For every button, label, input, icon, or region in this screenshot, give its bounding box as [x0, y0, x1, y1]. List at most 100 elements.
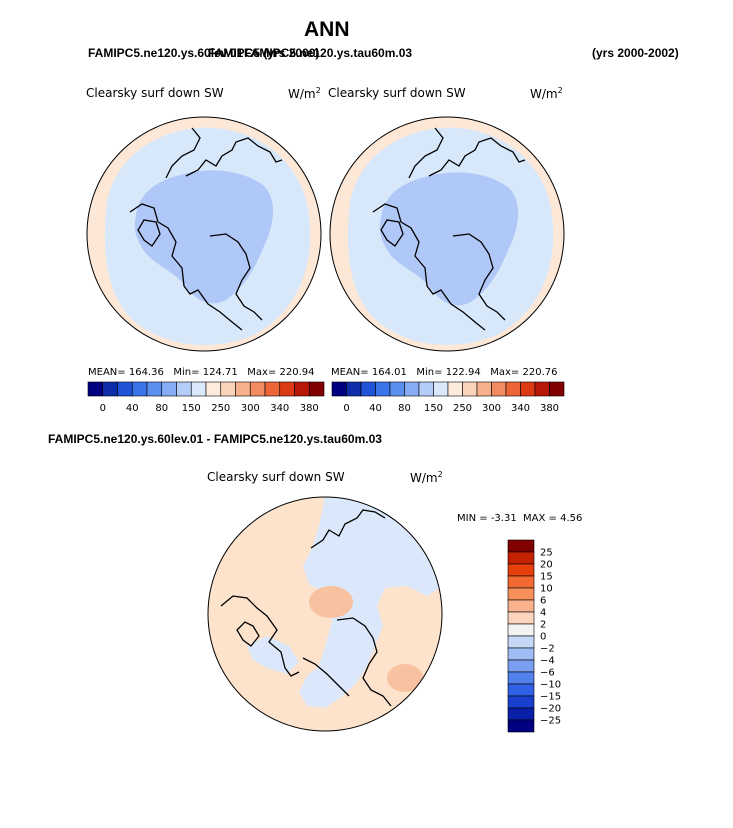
panel2-units-exp: 2	[557, 86, 563, 95]
panel1-colorbar-tick-6: 340	[270, 403, 289, 414]
panel1-map	[86, 116, 322, 352]
panel1-colorbar-box-6	[176, 381, 192, 397]
panel1-units: W/m2	[288, 86, 321, 101]
panel1-colorbar-box-7	[190, 381, 207, 397]
panel2-mean-label: MEAN=	[331, 367, 369, 378]
panel1-colorbar	[87, 381, 325, 397]
panel3-colorbar-box-5	[507, 599, 535, 613]
panel1-colorbar-box-2	[117, 381, 133, 397]
panel3-colorbar-tick-10: −6	[540, 668, 555, 679]
panel1-colorbar-box-4	[146, 381, 163, 397]
panel1-colorbar-tick-4: 250	[211, 403, 230, 414]
panel3-colorbar-box-9	[507, 647, 535, 661]
panel3-colorbar-tick-13: −20	[540, 704, 561, 715]
panel2-colorbar-box-7	[433, 381, 449, 397]
panel1-colorbar-box-0	[87, 381, 104, 397]
panel1-colorbar-box-12	[264, 381, 281, 397]
panel1-mean-value: 164.36	[128, 367, 164, 378]
panel3-colorbar-tick-11: −10	[540, 680, 561, 691]
panel2-map-border	[329, 116, 565, 352]
panel3-colorbar-tick-3: 10	[540, 584, 553, 595]
panel1-colorbar-box-10	[235, 381, 251, 397]
panel2-colorbar-tick-0: 0	[343, 403, 349, 414]
panel2-colorbar-box-10	[476, 381, 492, 397]
panel2-colorbar-box-8	[447, 381, 463, 397]
panel3-colorbar-box-7	[507, 623, 535, 637]
panel3-strong-positive-1	[309, 586, 353, 618]
panel3-coastline	[220, 509, 392, 707]
panel1-max-value: 220.94	[279, 367, 315, 378]
panel2-coastline	[372, 127, 526, 331]
case-b-label: FAMIPC5.ne120.ys.tau60m.03	[244, 46, 413, 60]
panel2-colorbar-box-4	[389, 381, 405, 397]
panel1-colorbar-tick-0: 0	[100, 403, 106, 414]
panel3-colorbar-box-13	[507, 695, 535, 709]
panel1-colorbar-ticks: 0 40 80 150 250 300 340 380	[100, 403, 319, 414]
panel2-colorbar-box-9	[462, 381, 478, 397]
panel1-colorbar-tick-2: 80	[155, 403, 168, 414]
panel3-colorbar-box-0	[507, 539, 535, 553]
panel3-colorbar-box-8	[507, 635, 535, 649]
panel3-negative-region	[299, 497, 442, 708]
panel3-colorbar-box-10	[507, 659, 535, 673]
panel1-colorbar-box-15	[308, 381, 325, 397]
panel2-units-base: W/m	[530, 87, 558, 101]
panel3-min-value: -3.31	[490, 513, 517, 524]
panel3-colorbar-box-1	[507, 551, 535, 565]
panel1-colorbar-box-1	[102, 381, 118, 397]
panel3-stats: MIN = -3.31 MAX = 4.56	[457, 513, 582, 524]
panel3-colorbar-tick-12: −15	[540, 692, 561, 703]
panel3-colorbar-tick-14: −25	[540, 716, 561, 727]
panel2-map	[329, 116, 565, 352]
panel3-colorbar-tick-7: 0	[540, 632, 546, 643]
panel2-colorbar-box-12	[505, 381, 521, 397]
panel3-colorbar-tick-5: 4	[540, 608, 546, 619]
panel1-min-label: Min=	[173, 367, 200, 378]
panel2-field-name: Clearsky surf down SW	[328, 86, 466, 100]
panel2-colorbar-box-13	[520, 381, 536, 397]
panel1-colorbar-box-8	[205, 381, 222, 397]
panel3-colorbar-tick-8: −2	[540, 644, 555, 655]
panel3-colorbar-tick-1: 20	[540, 560, 553, 571]
page-title: ANN	[304, 18, 350, 41]
panel2-colorbar-box-14	[534, 381, 550, 397]
panel1-max-label: Max=	[247, 367, 277, 378]
panel2-mean-value: 164.01	[371, 367, 407, 378]
panel2-colorbar-box-15	[549, 381, 565, 397]
panel1-colorbar-box-14	[294, 381, 310, 397]
diff-title: FAMIPC5.ne120.ys.60lev.01 - FAMIPC5.ne12…	[48, 432, 382, 446]
panel1-colorbar-box-5	[161, 381, 177, 397]
panel2-colorbar	[331, 381, 565, 397]
panel3-colorbar-box-3	[507, 575, 535, 589]
panel2-colorbar-tick-5: 300	[482, 403, 501, 414]
panel3-units-exp: 2	[437, 470, 443, 479]
panel3-negative-region-west	[247, 636, 299, 674]
panel2-colorbar-tick-1: 40	[369, 403, 382, 414]
panel1-mean-label: MEAN=	[88, 367, 126, 378]
panel2-colorbar-tick-6: 340	[511, 403, 530, 414]
panel2-stats: MEAN= 164.01 Min= 122.94 Max= 220.76	[331, 367, 558, 378]
panel2-colorbar-box-3	[375, 381, 391, 397]
panel1-units-base: W/m	[288, 87, 316, 101]
panel3-map	[207, 496, 443, 732]
panel1-map-border	[86, 116, 322, 352]
panel3-strong-positive-2	[387, 664, 423, 692]
panel2-colorbar-box-6	[418, 381, 434, 397]
panel2-colorbar-tick-3: 150	[424, 403, 443, 414]
panel2-colorbar-box-11	[491, 381, 507, 397]
panel3-colorbar-box-14	[507, 707, 535, 721]
panel1-colorbar-box-13	[279, 381, 295, 397]
panel3-colorbar	[507, 539, 535, 733]
panel1-colorbar-tick-1: 40	[126, 403, 139, 414]
panel1-field-name: Clearsky surf down SW	[86, 86, 224, 100]
panel3-colorbar-tick-4: 6	[540, 596, 546, 607]
panel3-max-value: 4.56	[560, 513, 583, 524]
years-label: (yrs 2000-2002)	[592, 46, 679, 60]
panel1-colorbar-box-11	[249, 381, 266, 397]
panel3-colorbar-tick-9: −4	[540, 656, 555, 667]
panel3-units: W/m2	[410, 470, 443, 485]
panel2-inner-region	[379, 172, 519, 306]
panel1-inner-region	[134, 170, 274, 304]
panel1-colorbar-box-3	[131, 381, 148, 397]
